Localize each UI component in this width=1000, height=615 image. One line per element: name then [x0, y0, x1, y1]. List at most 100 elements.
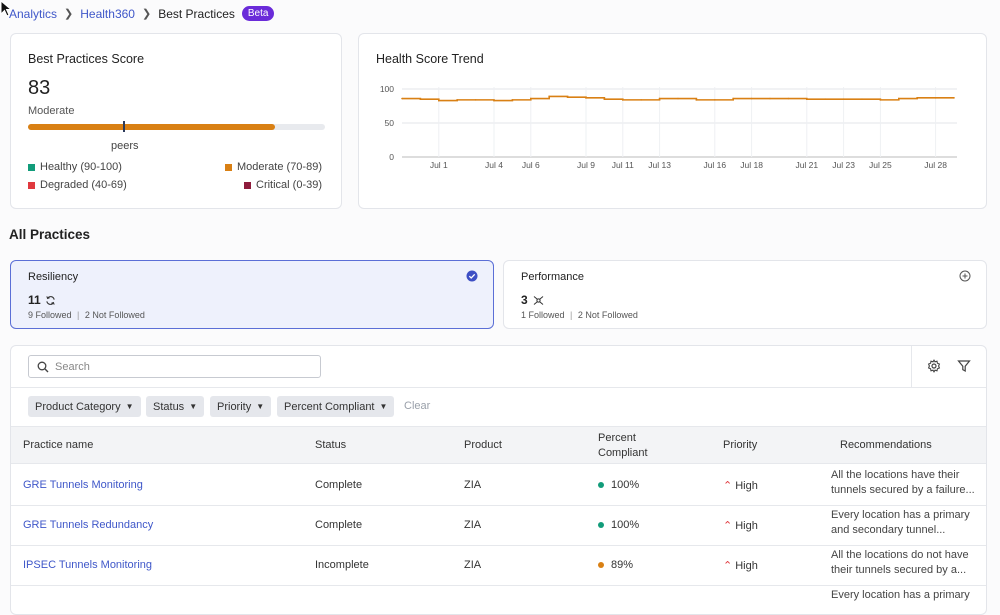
search-placeholder: Search: [55, 360, 90, 373]
data-point: [603, 98, 606, 100]
all-practices-title: All Practices: [9, 227, 91, 242]
toolbar-divider: [911, 346, 912, 387]
practice-card-count: 11: [28, 293, 56, 307]
data-point: [456, 99, 458, 101]
header-product[interactable]: Product: [464, 439, 502, 451]
caret-down-icon: ▼: [256, 402, 265, 411]
search-input[interactable]: Search: [28, 355, 321, 378]
data-point: [714, 99, 716, 101]
header-priority[interactable]: Priority: [723, 439, 758, 451]
check-circle-icon: [466, 270, 478, 282]
clear-filters-button[interactable]: Clear: [404, 400, 431, 412]
score-bar: [28, 121, 325, 132]
peers-label: peers: [111, 140, 139, 152]
data-point: [474, 99, 477, 101]
practice-card-resiliency[interactable]: Resiliency 11 9 Followed | 2 Not Followe…: [10, 260, 494, 329]
x-tick-label: Jul 9: [577, 160, 595, 170]
data-point: [530, 97, 532, 100]
priority-value: High: [735, 480, 758, 492]
critical-swatch: [244, 181, 251, 189]
header-recommendations[interactable]: Recommendations: [840, 439, 932, 451]
status-cell: Complete: [315, 519, 363, 531]
practice-name-link[interactable]: IPSEC Tunnels Monitoring: [23, 559, 153, 571]
header-practice-name[interactable]: Practice name: [23, 439, 94, 451]
practice-name-link[interactable]: GRE Tunnels Monitoring: [23, 479, 143, 491]
health-score-trend-card: Health Score Trend 100 50 0 Jul 1 Jul 4 Jul 6…: [358, 33, 987, 209]
add-circle-icon[interactable]: [959, 270, 971, 282]
gear-icon[interactable]: [927, 359, 941, 373]
chevron-up-icon: ⌃: [723, 480, 733, 492]
data-point: [677, 97, 679, 100]
x-tick-label: Jul 1: [430, 160, 448, 170]
breadcrumb: Analytics ❯ Health360 ❯ Best Practices B…: [9, 6, 275, 21]
caret-down-icon: ▼: [125, 402, 134, 411]
recommendation-line: All the locations have their: [831, 469, 960, 481]
practices-table: Search Product Category ▼ Status ▼ Priorit…: [10, 345, 987, 615]
percent-cell: 100%: [598, 519, 639, 531]
table-row[interactable]: GRE Tunnels Monitoring Complete ZIA 100%…: [11, 465, 986, 505]
recommendation-cell: Every location has a primary and secondar…: [831, 508, 981, 538]
recommendation-line: Every location has a primary: [831, 589, 970, 601]
breadcrumb-health360[interactable]: Health360: [80, 6, 135, 21]
legend-healthy-label: Healthy (90-100): [40, 161, 122, 173]
network-icon: [533, 295, 544, 305]
search-icon: [37, 361, 49, 372]
header-status[interactable]: Status: [315, 439, 347, 451]
data-point: [622, 99, 624, 101]
data-point: [824, 98, 826, 100]
data-point: [438, 99, 440, 102]
header-percent-compliant[interactable]: Percent Compliant: [598, 432, 648, 459]
percent-value: 100%: [611, 479, 640, 491]
data-point: [732, 97, 734, 100]
product-cell: ZIA: [464, 479, 482, 491]
table-row[interactable]: IPSEC Tunnels Monitoring Incomplete ZIA …: [11, 545, 986, 585]
data-point: [401, 97, 403, 100]
x-tick-label: Jul 23: [832, 160, 855, 170]
practice-name-link[interactable]: GRE Tunnels Redundancy: [23, 519, 154, 531]
recommendation-line: their tunnels secured by a...: [831, 564, 967, 576]
chevron-up-icon: ⌃: [723, 560, 733, 572]
toolbar-separator: [11, 387, 986, 388]
data-point: [879, 99, 882, 101]
data-point: [419, 98, 422, 100]
filter-label: Percent Compliant: [284, 400, 375, 413]
filter-icon[interactable]: [957, 359, 971, 373]
peers-marker: [123, 121, 125, 132]
breadcrumb-analytics[interactable]: Analytics: [9, 6, 58, 21]
beta-badge: Beta: [241, 6, 275, 21]
practice-card-followed: 9 Followed | 2 Not Followed: [28, 310, 145, 320]
table-row[interactable]: Every location has a primary: [11, 585, 986, 614]
legend-critical: Critical (0-39): [244, 179, 322, 191]
percent-value: 89%: [611, 559, 634, 571]
x-tick-label: Jul 16: [703, 160, 726, 170]
recommendation-line: tunnels secured by a failure...: [831, 484, 975, 496]
filter-status[interactable]: Status ▼: [146, 396, 205, 417]
score-bar-fill: [28, 124, 275, 130]
filter-priority[interactable]: Priority ▼: [210, 396, 272, 417]
row-divider: [11, 585, 986, 586]
x-tick-label: Jul 4: [485, 160, 503, 170]
legend-moderate-label: Moderate (70-89): [237, 161, 322, 173]
y-tick-label: 100: [380, 84, 394, 94]
refresh-icon: [45, 295, 55, 305]
status-dot: [598, 562, 604, 569]
practice-card-name: Performance: [521, 271, 584, 283]
product-cell: ZIA: [464, 559, 482, 571]
filter-product-category[interactable]: Product Category ▼: [28, 396, 141, 417]
legend-degraded-label: Degraded (40-69): [40, 179, 127, 191]
data-point: [806, 98, 808, 100]
product-cell: ZIA: [464, 519, 482, 531]
priority-value: High: [735, 520, 758, 532]
table-row[interactable]: GRE Tunnels Redundancy Complete ZIA 100%…: [11, 505, 986, 545]
resiliency-not-followed: 2 Not Followed: [84, 310, 145, 320]
degraded-swatch: [28, 181, 35, 189]
recommendation-line: All the locations do not have: [831, 549, 969, 561]
legend-degraded: Degraded (40-69): [28, 179, 127, 191]
trend-card-title: Health Score Trend: [376, 52, 484, 66]
filter-percent-compliant[interactable]: Percent Compliant ▼: [277, 396, 395, 417]
practice-card-name: Resiliency: [28, 271, 79, 283]
practice-card-performance[interactable]: Performance 3 1 Followed | 2 Not Followe…: [503, 260, 987, 329]
status-dot: [598, 482, 604, 489]
best-practices-score-card: Best Practices Score 83 Moderate peers H…: [10, 33, 342, 209]
x-tick-label: Jul 11: [612, 160, 634, 170]
